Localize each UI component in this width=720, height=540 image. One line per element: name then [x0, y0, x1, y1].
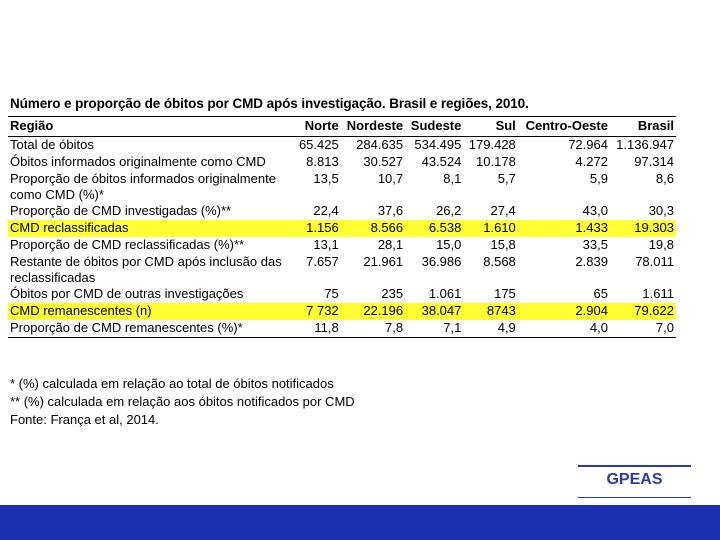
- column-header: Norte: [294, 116, 341, 137]
- cell: 10,7: [377, 171, 404, 186]
- cell: 5,7: [497, 171, 516, 186]
- cell: 13,5: [313, 171, 339, 186]
- cell: 15,8: [490, 237, 516, 252]
- column-header: Sudeste: [405, 116, 464, 137]
- cell: 22,4: [313, 203, 339, 218]
- column-header: Brasil: [609, 116, 676, 137]
- cell: 7.657: [306, 254, 339, 269]
- cell: 26,2: [436, 203, 462, 218]
- table-row: Óbitos informados originalmente como CMD…: [8, 154, 676, 171]
- cell: 22.196: [340, 303, 406, 320]
- cell: 1.611: [642, 286, 674, 301]
- cell: 37,6: [377, 203, 404, 218]
- table-row: CMD reclassificadas 1.156 8.566 6.538 1.610 1…: [8, 220, 676, 237]
- cell: 2.904: [517, 303, 610, 320]
- row-label: Óbitos por CMD de outras investigações: [10, 286, 244, 301]
- cell: 8.568: [483, 254, 516, 269]
- column-header: Região: [8, 116, 294, 137]
- cell: 1.061: [428, 286, 462, 301]
- row-label: CMD reclassificadas: [8, 220, 294, 237]
- cell: 72.964: [568, 137, 608, 152]
- cell: 1.433: [517, 220, 610, 237]
- cell: 33,5: [582, 237, 608, 252]
- cell: 75: [324, 286, 339, 301]
- row-label: Proporção de CMD reclassificadas (%)**: [10, 237, 245, 252]
- cell: 1.156: [294, 220, 341, 237]
- cell: 179.428: [468, 137, 516, 152]
- cell: 15,0: [436, 237, 462, 252]
- cell: 284.635: [356, 137, 404, 152]
- column-header: Sul: [463, 116, 518, 137]
- cell: 79.622: [609, 303, 676, 320]
- row-label: Proporção de CMD remanescentes (%)*: [8, 320, 294, 338]
- cell: 78.011: [635, 254, 674, 269]
- row-label: Proporção de óbitos informados originalm…: [10, 171, 276, 202]
- cell: 21.961: [363, 254, 404, 269]
- cell: 19.303: [609, 220, 676, 237]
- cell: 8,1: [443, 171, 462, 186]
- cell: 43,0: [582, 203, 608, 218]
- footnote: ** (%) calculada em relação aos óbitos n…: [10, 394, 355, 409]
- table-row: Proporção de CMD remanescentes (%)* 11,8 7…: [8, 320, 676, 338]
- cell: 4,0: [517, 320, 610, 338]
- cell: 235: [381, 286, 404, 301]
- cell: 10.178: [476, 154, 516, 169]
- table-row: CMD remanescentes (n) 7 732 22.196 38.047 87…: [8, 303, 676, 320]
- cell: 43.524: [421, 154, 462, 169]
- table-row: Total de óbitos 65.425 284.635 534.495 179.4…: [8, 137, 676, 155]
- cell: 13,1: [313, 237, 339, 252]
- cell: 7,8: [340, 320, 406, 338]
- cell: 534.495: [414, 137, 462, 152]
- cell: 97.314: [634, 154, 674, 169]
- column-header: Centro-Oeste: [517, 116, 610, 137]
- row-label: Restante de óbitos por CMD após inclusão…: [10, 254, 282, 285]
- cell: 8743: [463, 303, 518, 320]
- data-table: Região Norte Nordeste Sudeste Sul Centro-Oest…: [8, 116, 676, 338]
- row-label: Total de óbitos: [10, 137, 94, 152]
- cell: 7,0: [609, 320, 676, 338]
- footnote: * (%) calculada em relação ao total de ó…: [10, 376, 334, 391]
- cell: 8,6: [655, 171, 674, 186]
- cell: 175: [494, 286, 516, 301]
- cell: 8.813: [306, 154, 339, 169]
- column-header: Nordeste: [340, 116, 406, 137]
- cell: 11,8: [294, 320, 341, 338]
- cell: 1.136.947: [616, 137, 674, 152]
- cell: 65: [593, 286, 608, 301]
- cell: 27,4: [490, 203, 516, 218]
- cell: 8.566: [340, 220, 406, 237]
- cell: 30.527: [363, 154, 404, 169]
- table-row: Proporção de CMD investigadas (%)** 22,4 3…: [8, 203, 676, 220]
- row-label: Óbitos informados originalmente como CMD: [10, 154, 266, 169]
- row-label: Proporção de CMD investigadas (%)**: [10, 203, 232, 218]
- table-row: Proporção de CMD reclassificadas (%)** 13…: [8, 237, 676, 254]
- cell: 5,9: [589, 171, 608, 186]
- table-title: Número e proporção de óbitos por CMD apó…: [10, 96, 529, 111]
- cell: 1.610: [463, 220, 518, 237]
- cell: 28,1: [377, 237, 404, 252]
- cell: 65.425: [298, 137, 339, 152]
- row-label: CMD remanescentes (n): [8, 303, 294, 320]
- logo: GPEAS: [578, 465, 691, 498]
- footer-bar: [0, 505, 720, 540]
- cell: 30,3: [648, 203, 674, 218]
- cell: 4.272: [575, 154, 608, 169]
- table-row: Óbitos por CMD de outras investigações 75…: [8, 286, 676, 303]
- table-row: Restante de óbitos por CMD após inclusão…: [8, 254, 676, 286]
- cell: 38.047: [405, 303, 464, 320]
- cell: 19,8: [648, 237, 674, 252]
- cell: 2.839: [575, 254, 608, 269]
- cell: 6.538: [405, 220, 464, 237]
- footnotes: * (%) calculada em relação ao total de ó…: [10, 375, 355, 429]
- cell: 36.986: [421, 254, 462, 269]
- cell: 7,1: [405, 320, 464, 338]
- footnote: Fonte: França et al, 2014.: [10, 412, 159, 427]
- table-row: Proporção de óbitos informados originalm…: [8, 171, 676, 203]
- cell: 7 732: [294, 303, 341, 320]
- header-row: Região Norte Nordeste Sudeste Sul Centro-Oest…: [8, 116, 676, 137]
- cell: 4,9: [463, 320, 518, 338]
